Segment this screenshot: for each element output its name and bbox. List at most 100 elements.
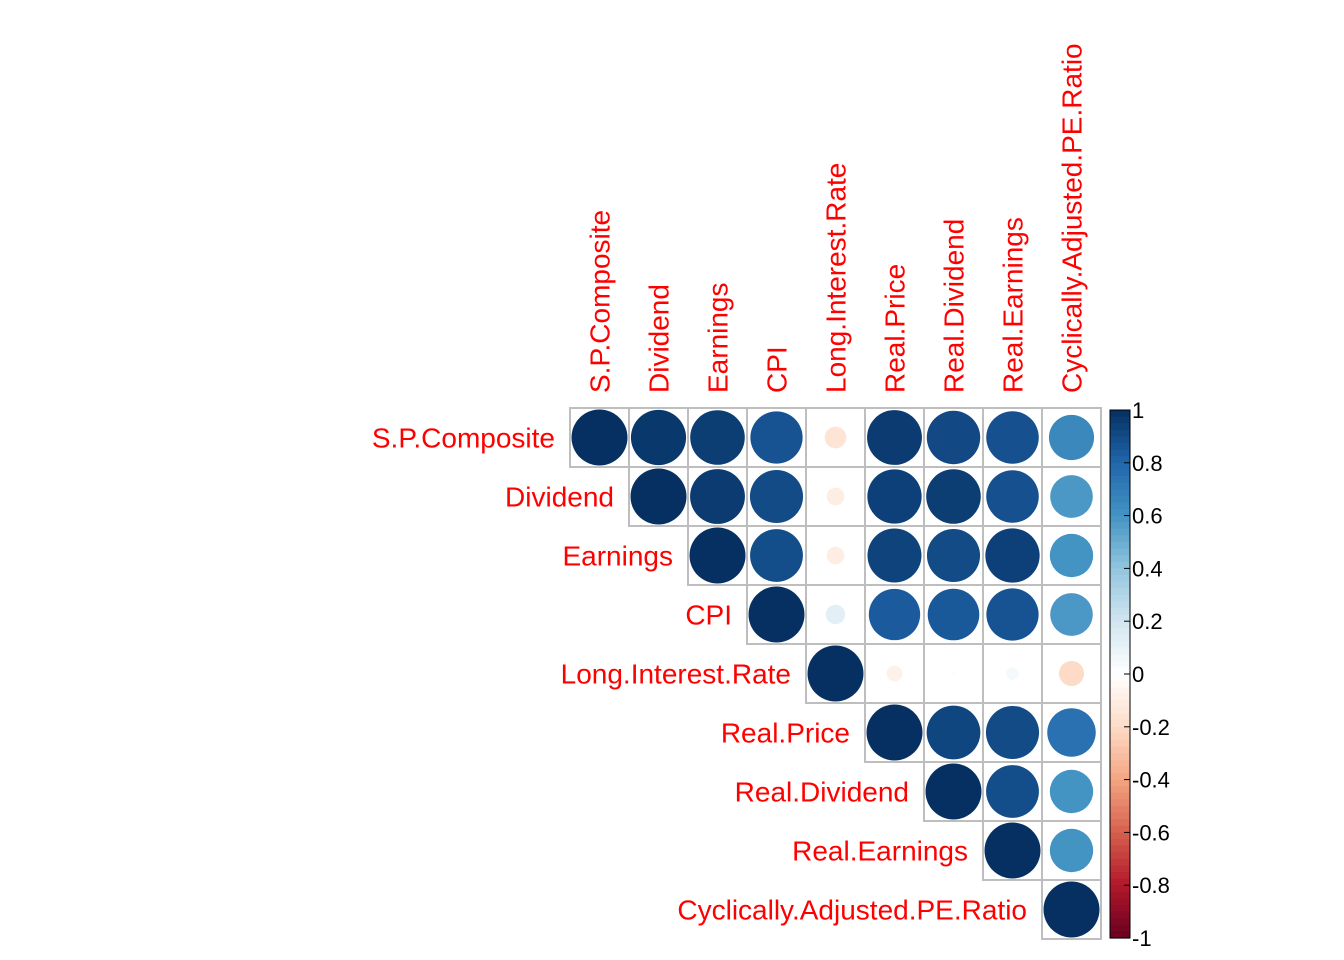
colorbar-segment: [1110, 918, 1130, 926]
colorbar-segment: [1110, 614, 1130, 622]
colorbar-segment: [1110, 885, 1130, 893]
colorbar-segment: [1110, 726, 1130, 734]
column-label: CPI: [762, 346, 793, 393]
corr-circle: [1050, 593, 1093, 636]
corr-circle: [690, 469, 745, 524]
colorbar-segment: [1110, 740, 1130, 748]
colorbar-segment: [1110, 535, 1130, 543]
colorbar-segment: [1110, 621, 1130, 629]
colorbar-tick-label: 0.6: [1132, 504, 1163, 529]
colorbar-segment: [1110, 674, 1130, 682]
corr-circle: [824, 426, 847, 449]
colorbar-segment: [1110, 898, 1130, 906]
corr-circle: [571, 409, 628, 466]
colorbar-segment: [1110, 759, 1130, 767]
corr-circle: [867, 528, 922, 583]
corr-circle: [985, 528, 1040, 583]
row-label: Real.Dividend: [735, 777, 909, 808]
corr-circle: [867, 410, 922, 465]
colorbar-segment: [1110, 522, 1130, 530]
colorbar-segment: [1110, 858, 1130, 866]
colorbar-segment: [1110, 449, 1130, 457]
corr-circle: [630, 468, 687, 525]
corr-circle: [984, 822, 1041, 879]
colorbar-segment: [1110, 627, 1130, 635]
colorbar-segment: [1110, 601, 1130, 609]
column-label: Real.Dividend: [939, 219, 970, 393]
colorbar-segment: [1110, 806, 1130, 814]
corr-circle: [1006, 667, 1019, 680]
colorbar-segment: [1110, 792, 1130, 800]
colorbar-segment: [1110, 568, 1130, 576]
corr-circle: [690, 410, 745, 465]
colorbar-segment: [1110, 799, 1130, 807]
row-label: S.P.Composite: [372, 423, 555, 454]
row-label: CPI: [685, 600, 732, 631]
corr-circle: [926, 705, 981, 760]
corr-circle: [1043, 881, 1100, 938]
corr-circle: [985, 705, 1040, 760]
colorbar-segment: [1110, 700, 1130, 708]
corr-circle: [926, 469, 981, 524]
colorbar-segment: [1110, 495, 1130, 503]
column-label: S.P.Composite: [585, 210, 616, 393]
corr-circle: [826, 546, 845, 565]
corr-circle: [1050, 475, 1093, 518]
corr-circle: [926, 528, 981, 583]
colorbar-segment: [1110, 773, 1130, 781]
colorbar-segment: [1110, 654, 1130, 662]
corr-circle: [826, 487, 845, 506]
colorbar-segment: [1110, 469, 1130, 477]
colorbar-segment: [1110, 436, 1130, 444]
colorbar-tick-label: -1: [1132, 926, 1152, 951]
colorbar-segment: [1110, 647, 1130, 655]
colorbar-segment: [1110, 581, 1130, 589]
corr-circle: [867, 469, 922, 524]
corr-circle: [749, 469, 804, 524]
corr-circle: [1049, 828, 1094, 873]
colorbar-segment: [1110, 423, 1130, 431]
colorbar-segment: [1110, 779, 1130, 787]
colorbar-segment: [1110, 852, 1130, 860]
colorbar-segment: [1110, 443, 1130, 451]
corr-circle: [1049, 533, 1094, 578]
colorbar-segment: [1110, 786, 1130, 794]
correlation-circles: [571, 409, 1100, 938]
corr-circle: [1048, 414, 1095, 461]
colorbar-segment: [1110, 509, 1130, 517]
colorbar-segment: [1110, 872, 1130, 880]
row-label: Real.Price: [721, 718, 850, 749]
colorbar-segment: [1110, 911, 1130, 919]
row-label: Dividend: [505, 482, 614, 513]
corr-circle: [750, 411, 803, 464]
colorbar-tick-label: -0.6: [1132, 820, 1170, 845]
colorbar-segment: [1110, 720, 1130, 728]
colorbar-segment: [1110, 548, 1130, 556]
column-labels: S.P.Composite Dividend Earnings CPI Long.Int…: [585, 43, 1088, 393]
colorbar-tick-label: -0.8: [1132, 873, 1170, 898]
colorbar-segment: [1110, 476, 1130, 484]
colorbar-segment: [1110, 588, 1130, 596]
corr-circle: [1047, 708, 1096, 757]
corr-circle: [886, 665, 903, 682]
colorbar-segment: [1110, 660, 1130, 668]
colorbar-segment: [1110, 489, 1130, 497]
colorbar-segment: [1110, 878, 1130, 886]
colorbar-segment: [1110, 502, 1130, 510]
corr-circle: [689, 527, 746, 584]
colorbar-segment: [1110, 819, 1130, 827]
colorbar-segment: [1110, 931, 1130, 939]
colorbar-segment: [1110, 641, 1130, 649]
colorbar-segment: [1110, 746, 1130, 754]
corr-circle: [1049, 769, 1094, 814]
colorbar-segment: [1110, 634, 1130, 642]
column-label: Earnings: [703, 282, 734, 393]
row-label: Earnings: [562, 541, 673, 572]
corr-circle: [825, 604, 846, 625]
corr-circle: [986, 765, 1039, 818]
column-label: Real.Earnings: [998, 217, 1029, 393]
corr-circle: [926, 410, 981, 465]
corr-circle: [750, 529, 803, 582]
column-label: Long.Interest.Rate: [821, 163, 852, 393]
